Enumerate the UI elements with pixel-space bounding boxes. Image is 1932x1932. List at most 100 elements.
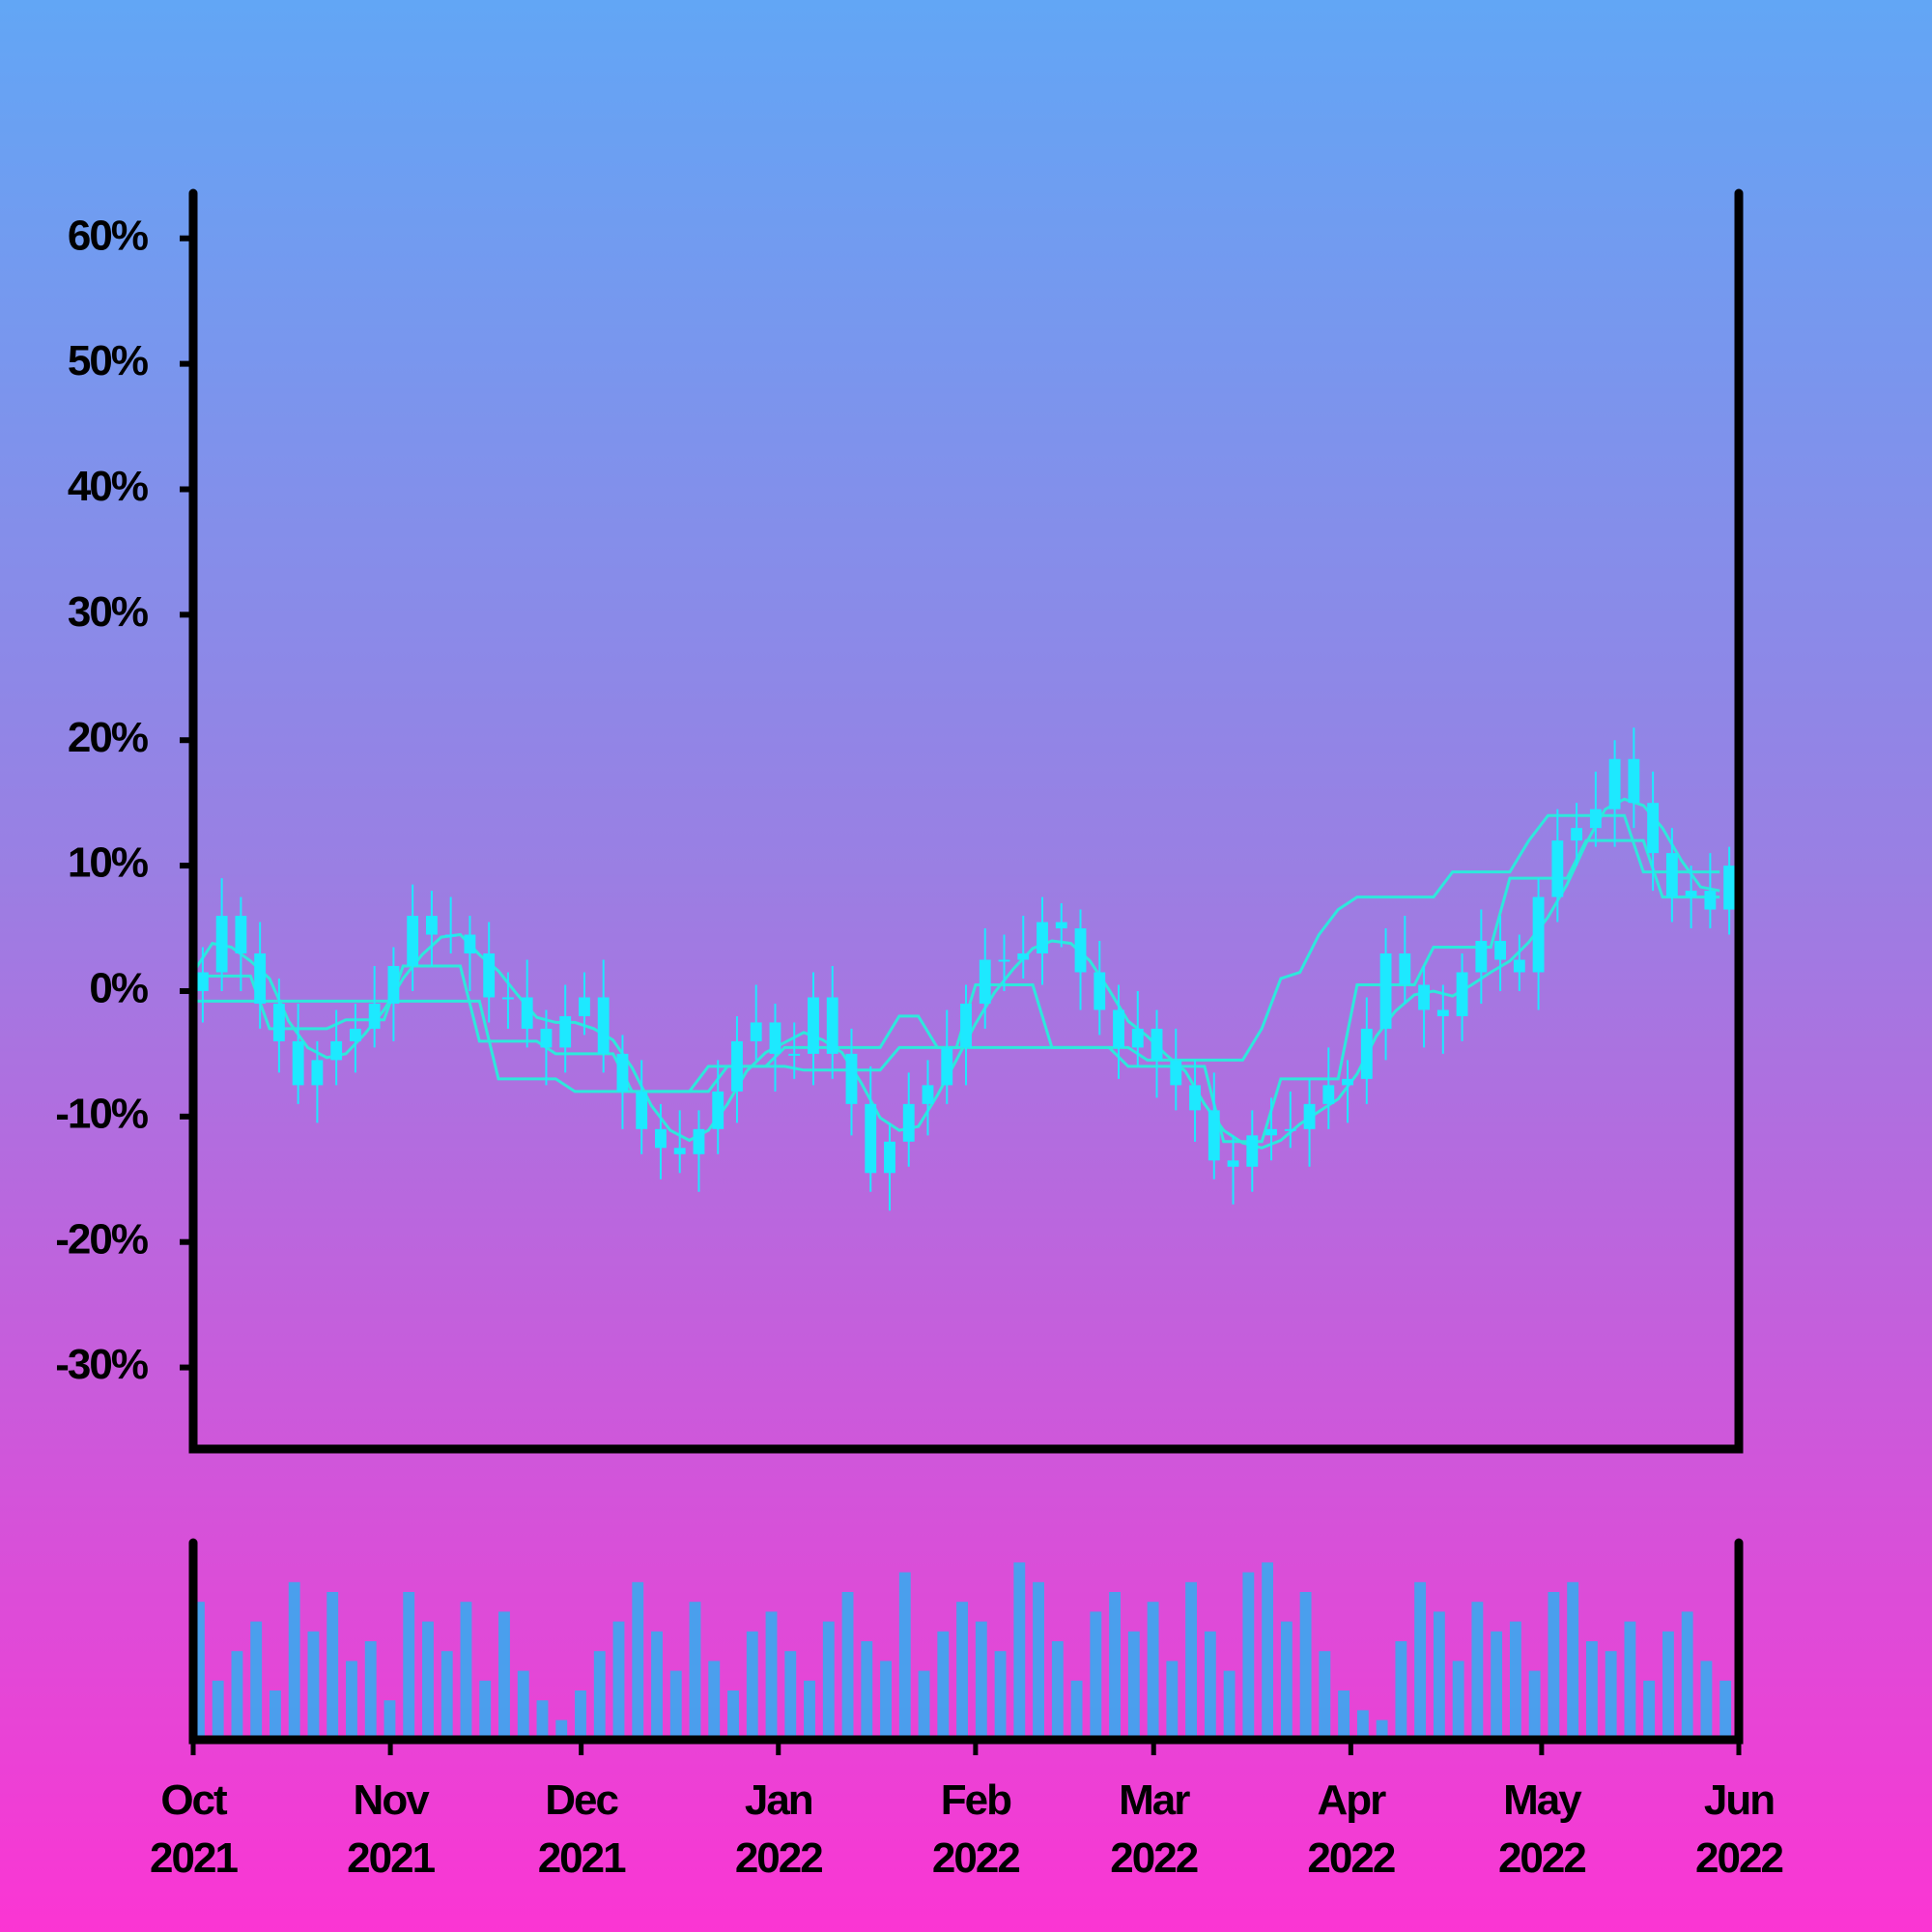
x-tick-label: Apr 2022 <box>1307 1776 1394 1882</box>
candle-body <box>1017 953 1030 960</box>
candle-body <box>1571 828 1583 841</box>
candle-body <box>693 1128 705 1154</box>
candle-body <box>1704 891 1717 910</box>
volume-bar <box>1719 1680 1732 1740</box>
candle-body <box>616 1053 629 1092</box>
candle-body <box>712 1091 724 1129</box>
candle-body <box>1379 953 1392 1029</box>
volume-bar <box>1662 1631 1674 1740</box>
volume-bar <box>212 1680 224 1740</box>
candle-body <box>1303 1103 1316 1129</box>
volume-bar <box>1033 1581 1044 1740</box>
volume-bar <box>1013 1562 1026 1740</box>
volume-bar <box>1681 1611 1693 1740</box>
candle-body <box>540 1028 553 1048</box>
candle-body <box>769 1022 781 1054</box>
candle-body <box>330 1040 343 1061</box>
candle-body <box>483 953 496 998</box>
candle-body <box>826 997 838 1054</box>
volume-bar <box>956 1602 968 1740</box>
volume-bar <box>975 1621 987 1740</box>
volume-bar <box>784 1651 797 1740</box>
candle-body <box>788 1053 801 1056</box>
indicator-line <box>191 797 1720 1150</box>
main-frame <box>188 188 1744 1454</box>
volume-bar <box>1376 1719 1388 1740</box>
volume-bar <box>479 1680 492 1740</box>
volume-bar <box>1491 1631 1503 1740</box>
volume-bar <box>1395 1641 1407 1740</box>
candle-body <box>1399 953 1411 985</box>
candle-body <box>196 972 209 991</box>
candle-body <box>464 934 476 954</box>
candle-body <box>1685 891 1697 897</box>
candle-body <box>1665 853 1678 897</box>
candle-body <box>1113 1009 1124 1048</box>
candle-body <box>215 916 228 973</box>
volume-bar <box>1223 1670 1236 1740</box>
volume-bar <box>880 1661 892 1740</box>
candle-body <box>444 934 457 937</box>
volume-bar <box>1414 1581 1427 1740</box>
volume-bar <box>708 1661 721 1740</box>
x-tick-label: Feb 2022 <box>932 1776 1019 1882</box>
volume-bar <box>1528 1670 1541 1740</box>
candle-body <box>1513 959 1525 973</box>
candle-body <box>272 1003 285 1041</box>
volume-bar <box>746 1631 758 1740</box>
volume-bar <box>536 1700 549 1740</box>
candle-body <box>1723 866 1736 910</box>
volume-bar <box>575 1690 586 1740</box>
volume-bar <box>364 1641 377 1740</box>
volume-bar <box>1166 1661 1179 1740</box>
candle-body <box>407 916 419 966</box>
volume-bar <box>193 1602 205 1740</box>
y-tick-label: 60% <box>68 212 148 259</box>
volume-bar <box>918 1670 930 1740</box>
candle-body <box>655 1128 667 1149</box>
candle-body <box>1170 1060 1182 1086</box>
candle-body <box>750 1022 762 1041</box>
candle-body <box>1494 941 1507 960</box>
candle-body <box>673 1148 686 1154</box>
volume-bar <box>1147 1602 1159 1740</box>
candle-body <box>254 953 267 1004</box>
candle-body <box>1189 1085 1201 1111</box>
volume-bar <box>593 1651 606 1740</box>
candle-body <box>502 997 514 1000</box>
volume-bar <box>1624 1621 1636 1740</box>
candle-body <box>368 1003 381 1029</box>
candle-body <box>1284 1128 1296 1131</box>
x-tick-label: Dec 2021 <box>538 1776 626 1882</box>
y-tick-label: -10% <box>55 1090 148 1137</box>
volume-bar <box>440 1651 453 1740</box>
volume-bar <box>841 1592 854 1740</box>
volume-bar <box>1338 1690 1350 1740</box>
volume-bar <box>1356 1710 1369 1740</box>
volume-bar <box>231 1651 243 1740</box>
candle-body <box>865 1103 877 1174</box>
candle-body <box>387 966 400 1004</box>
y-tick-label: 30% <box>68 588 148 636</box>
x-tick-label: Oct 2021 <box>150 1776 238 1882</box>
candle-body <box>1360 1028 1373 1079</box>
volume-bar <box>861 1641 873 1740</box>
candle-body <box>1436 1009 1449 1016</box>
volume-bar <box>1433 1611 1445 1740</box>
candle-body <box>1551 840 1564 897</box>
y-tick-label: 40% <box>68 463 148 510</box>
x-tick-label: Jun 2022 <box>1695 1776 1782 1882</box>
volume-bar <box>937 1631 950 1740</box>
y-tick-label: -30% <box>55 1341 148 1388</box>
volume-bar <box>669 1670 682 1740</box>
candle-body <box>235 916 247 954</box>
candle-body <box>597 997 610 1054</box>
candle-body <box>1208 1110 1220 1161</box>
candle-body <box>1037 922 1048 954</box>
volume-bar <box>651 1631 663 1740</box>
volume-bar <box>1262 1562 1274 1740</box>
volume-bar <box>727 1690 739 1740</box>
candle-body <box>1342 1078 1353 1086</box>
volume-bar <box>804 1680 815 1740</box>
